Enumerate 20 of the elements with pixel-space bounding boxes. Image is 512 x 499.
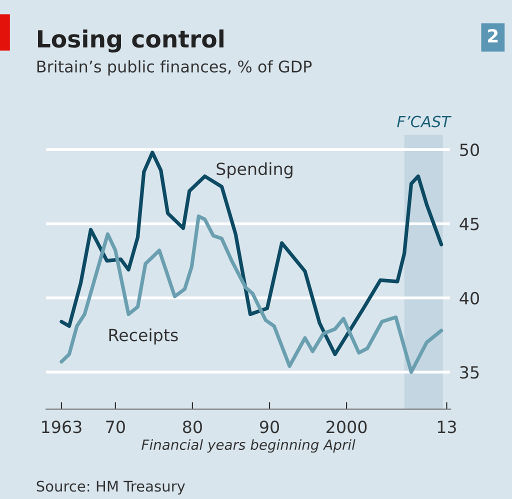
x-tick-label: 2000 — [326, 420, 367, 434]
x-tick-label: 90 — [260, 420, 280, 434]
band-label: F’CAST — [397, 116, 452, 128]
x-tick-label: 1963 — [42, 420, 82, 434]
source-note: Source: HM Treasury — [36, 480, 186, 495]
x-tick-label: 13 — [438, 420, 456, 434]
y-tick-label: 40 — [460, 292, 479, 304]
line-series — [60, 150, 444, 356]
x-axis-title: Financial years beginning April — [142, 439, 356, 453]
text: 2 — [488, 29, 498, 42]
y-tick-label: 50 — [460, 144, 479, 156]
series-label: Receipts — [109, 328, 178, 345]
chart-title: Losing control — [38, 29, 224, 52]
chart-subtitle: Britain’s public finances, % of GDP — [37, 60, 312, 76]
y-tick-label: 45 — [460, 218, 479, 230]
x-tick-label: 80 — [182, 420, 202, 434]
x-tick-label: 70 — [106, 420, 125, 434]
line-series — [60, 214, 444, 374]
y-tick-label: 35 — [460, 366, 479, 379]
series-label: Spending — [216, 162, 292, 178]
